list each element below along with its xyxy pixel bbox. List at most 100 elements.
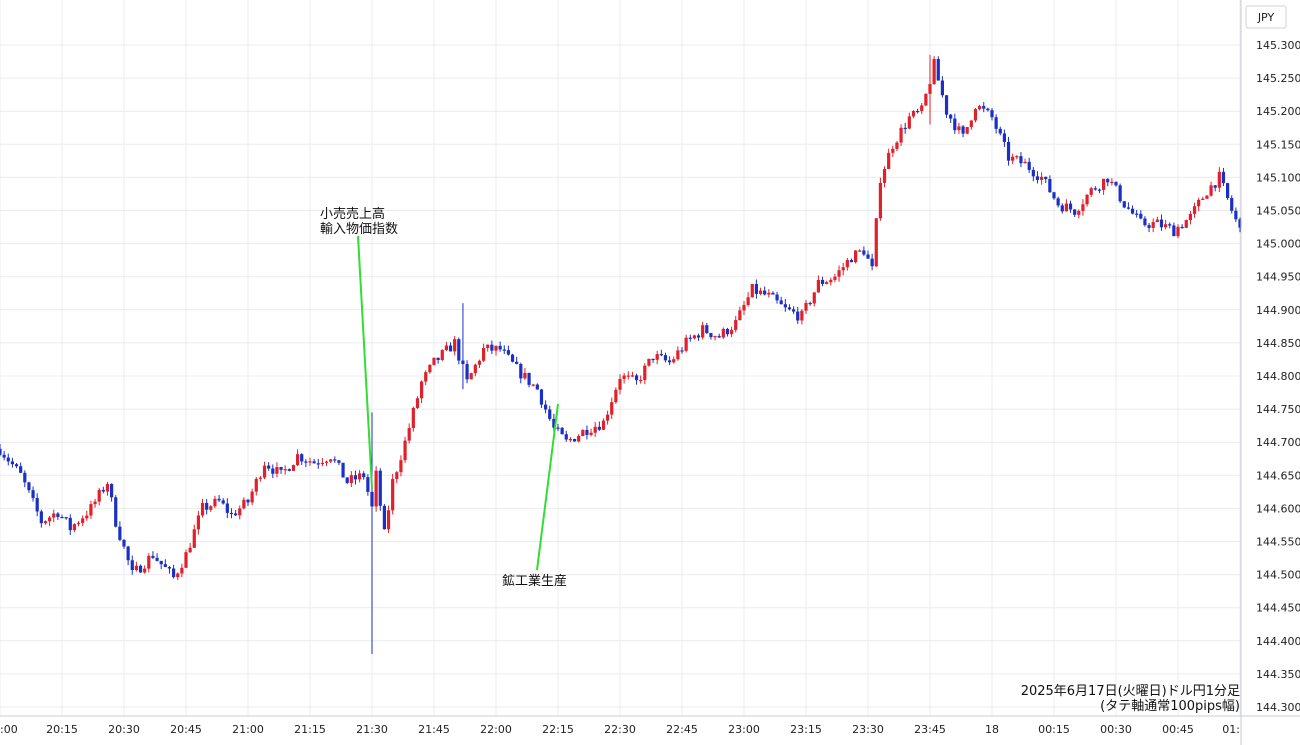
candle <box>709 332 713 340</box>
candle-body <box>614 389 618 403</box>
candle <box>655 350 659 365</box>
y-tick-label: 144.600 <box>1256 502 1300 515</box>
candle-body <box>1217 171 1221 188</box>
candle <box>238 505 242 520</box>
candle <box>866 250 870 259</box>
candle <box>713 335 717 341</box>
candle <box>758 287 763 296</box>
candle <box>1097 188 1102 194</box>
candle-body <box>395 472 399 480</box>
candle <box>668 356 672 366</box>
candle-body <box>845 260 849 268</box>
candle-body <box>874 218 878 267</box>
candle <box>188 542 192 553</box>
candle-body <box>143 568 147 573</box>
candle-body <box>556 427 560 429</box>
candle-body <box>1048 179 1052 193</box>
candle-body <box>849 260 854 263</box>
candle <box>143 565 147 574</box>
candle <box>1093 186 1097 191</box>
candle <box>916 108 920 114</box>
candle-body <box>205 502 209 510</box>
candle <box>527 372 531 388</box>
candle-body <box>820 279 825 284</box>
candle-body <box>262 465 267 478</box>
candle <box>205 499 209 515</box>
candle <box>1118 183 1122 203</box>
candle-body <box>771 292 775 295</box>
candle-body <box>911 110 916 117</box>
candle-body <box>200 502 205 516</box>
x-tick-label: 21:00 <box>232 723 264 736</box>
candle-body <box>568 439 572 441</box>
candle-body <box>1201 198 1205 200</box>
candle-body <box>887 152 891 170</box>
candle <box>862 246 866 257</box>
candle <box>324 460 329 467</box>
candle <box>734 315 738 333</box>
candle <box>267 462 271 471</box>
candle-body <box>1155 219 1159 223</box>
candle-body <box>647 358 651 366</box>
candle <box>854 249 858 264</box>
candle-body <box>944 95 949 115</box>
candle <box>965 127 969 135</box>
candle <box>936 56 940 81</box>
candle-body <box>89 504 93 516</box>
candle <box>27 481 31 493</box>
candle <box>837 265 841 282</box>
candle <box>2 450 6 461</box>
candle-body <box>85 515 89 519</box>
candle-body <box>787 307 792 310</box>
candle-body <box>742 305 746 311</box>
candle-body <box>1114 181 1118 186</box>
candle-body <box>655 354 659 360</box>
candle <box>618 374 622 395</box>
candle-body <box>763 290 767 295</box>
candle-body <box>1151 222 1155 228</box>
candle-body <box>622 375 626 379</box>
candle-body <box>10 461 14 465</box>
candle-body <box>709 333 713 338</box>
candle <box>849 258 854 263</box>
candle <box>110 483 114 502</box>
currency-badge[interactable]: JPY <box>1245 5 1287 29</box>
candle <box>949 113 953 123</box>
annotation-label: 小売売上高 <box>320 206 385 222</box>
candle <box>982 102 986 113</box>
candle-body <box>440 350 444 361</box>
candle-body <box>366 477 370 492</box>
candle-body <box>531 384 535 386</box>
candle-body <box>196 515 200 530</box>
candle <box>1035 171 1040 184</box>
candle <box>35 493 39 517</box>
candle <box>1027 157 1031 173</box>
candle <box>229 508 234 519</box>
candle <box>1213 185 1217 192</box>
candle <box>19 462 23 474</box>
candle-body <box>1081 204 1085 211</box>
candle-body <box>1209 185 1213 196</box>
candle <box>101 486 105 494</box>
candle <box>998 126 1002 136</box>
candle-body <box>312 461 316 464</box>
candle-body <box>64 517 68 519</box>
candle <box>0 443 2 457</box>
candle <box>1188 210 1192 225</box>
candle-body <box>866 254 870 259</box>
candle <box>176 572 180 581</box>
candle <box>39 509 43 528</box>
candle <box>428 364 432 374</box>
candle <box>486 344 490 352</box>
candle <box>378 468 382 511</box>
candle-body <box>31 490 35 499</box>
candle-body <box>1089 188 1093 195</box>
candle <box>1130 205 1135 215</box>
candle <box>432 357 436 366</box>
candle-body <box>1011 156 1015 161</box>
candle <box>874 217 878 268</box>
candle-body <box>267 465 271 469</box>
candle-body <box>1226 183 1230 199</box>
